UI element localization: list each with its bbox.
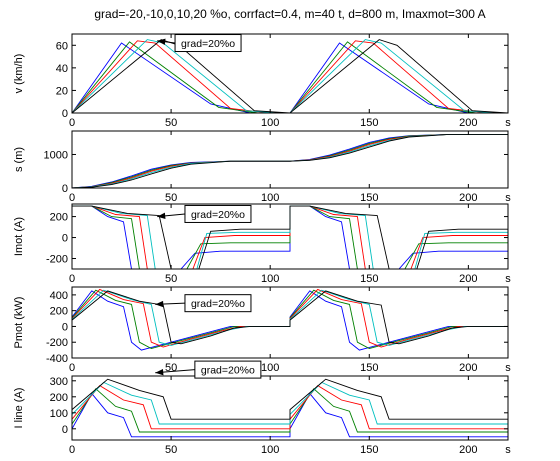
y-tick-label: 0 <box>62 233 68 245</box>
series-line-5 <box>72 133 508 188</box>
y-axis-label: s (m) <box>13 147 25 172</box>
annotation-arrow-head <box>157 38 166 45</box>
y-axis-label: Imot (A) <box>13 217 25 256</box>
y-tick-label: 40 <box>56 63 68 75</box>
series-line-2 <box>72 41 508 113</box>
axes-box <box>71 203 509 270</box>
x-tick-label: 150 <box>360 362 378 374</box>
y-tick-label: 400 <box>50 290 68 302</box>
series-line-3 <box>72 40 508 113</box>
annotation: grad=20%o <box>155 294 252 313</box>
x-tick-label: 50 <box>165 444 177 456</box>
subplot-5: 0 50 100 150 200 s 0 100 200 300 I line (A) grad=20… <box>13 360 511 456</box>
x-tick-label: 150 <box>360 273 378 285</box>
x-tick-label: 100 <box>261 192 279 204</box>
y-tick-label: 300 <box>50 376 68 388</box>
x-unit-label: s <box>505 192 511 204</box>
x-unit-label: s <box>505 273 511 285</box>
y-tick-label: 100 <box>50 408 68 420</box>
x-tick-label: 100 <box>261 273 279 285</box>
x-tick-label: 200 <box>459 117 477 129</box>
series-line-1 <box>72 392 508 438</box>
x-tick-label: 0 <box>69 117 75 129</box>
x-tick-label: 200 <box>459 273 477 285</box>
annotation-arrow-head <box>155 368 164 376</box>
x-tick-label: 50 <box>165 273 177 285</box>
x-unit-label: s <box>505 444 511 456</box>
series-line-5 <box>72 290 508 345</box>
annotation: grad=20%o <box>157 204 252 223</box>
x-tick-label: 200 <box>459 444 477 456</box>
annotation: grad=20%o <box>157 34 242 53</box>
series-line-4 <box>72 39 508 113</box>
annotation-arrow-head <box>157 212 166 220</box>
annotation-box <box>174 34 242 53</box>
x-tick-label: 0 <box>69 273 75 285</box>
annotation: grad=20%o <box>155 360 262 379</box>
x-tick-label: 50 <box>165 192 177 204</box>
axes-box <box>71 33 509 114</box>
x-tick-label: 100 <box>261 117 279 129</box>
y-tick-label: 20 <box>56 85 68 97</box>
series-line-1 <box>72 42 508 113</box>
axes-box <box>71 375 509 441</box>
y-tick-label: 0 <box>62 108 68 120</box>
x-unit-label: s <box>505 362 511 374</box>
x-tick-label: 150 <box>360 192 378 204</box>
annotation-text: grad=20%o <box>191 209 245 221</box>
y-tick-label: 60 <box>56 40 68 52</box>
annotation-arrow-head <box>155 300 164 308</box>
y-tick-label: 200 <box>50 392 68 404</box>
subplot-1: 0 50 100 150 200 s 0 20 40 60 v (km/h) grad=20%o <box>13 33 511 129</box>
annotation-box <box>184 294 252 313</box>
y-tick-label: 0 <box>62 183 68 195</box>
y-tick-label: 200 <box>50 212 68 224</box>
series-group <box>72 133 508 188</box>
x-tick-label: 0 <box>69 362 75 374</box>
series-group <box>72 288 508 351</box>
y-axis-label: Pmot (kW) <box>13 297 25 349</box>
series-group <box>72 39 508 113</box>
y-axis-label: v (km/h) <box>13 54 25 94</box>
x-tick-label: 200 <box>459 192 477 204</box>
x-tick-label: 100 <box>261 362 279 374</box>
x-tick-label: 200 <box>459 362 477 374</box>
annotation-text: grad=20%o <box>201 365 255 377</box>
x-tick-label: 100 <box>261 444 279 456</box>
x-tick-label: 0 <box>69 192 75 204</box>
series-group <box>72 378 508 438</box>
y-tick-label: -400 <box>46 353 68 365</box>
y-axis-label: I line (A) <box>13 388 25 429</box>
x-tick-label: 0 <box>69 444 75 456</box>
subplots: 0 50 100 150 200 s 0 20 40 60 v (km/h) grad=20%o 0 50… <box>13 33 511 456</box>
series-line-5 <box>72 205 508 269</box>
figure-title: grad=-20,-10,0,10,20 %o, corrfact=0.4, m… <box>94 7 485 21</box>
x-tick-label: 50 <box>165 117 177 129</box>
axes-box <box>71 286 509 359</box>
annotation-text: grad=20%o <box>191 298 245 310</box>
subplot-2: 0 50 100 150 200 s 0 1000 s (m) <box>13 130 511 204</box>
y-tick-label: -200 <box>46 337 68 349</box>
series-line-3 <box>72 288 508 348</box>
annotation-box <box>184 204 252 223</box>
axes-box <box>71 130 509 189</box>
y-tick-label: -200 <box>46 254 68 266</box>
annotation-text: grad=20%o <box>181 38 235 50</box>
x-tick-label: 150 <box>360 117 378 129</box>
x-tick-label: 150 <box>360 444 378 456</box>
annotation-box <box>194 360 262 379</box>
y-tick-label: 200 <box>50 306 68 318</box>
y-tick-label: 1000 <box>44 149 68 161</box>
series-line-5 <box>72 39 508 113</box>
y-tick-label: 0 <box>62 424 68 436</box>
x-unit-label: s <box>505 117 511 129</box>
series-group <box>72 205 508 269</box>
y-tick-label: 0 <box>62 321 68 333</box>
series-line-5 <box>72 378 508 420</box>
